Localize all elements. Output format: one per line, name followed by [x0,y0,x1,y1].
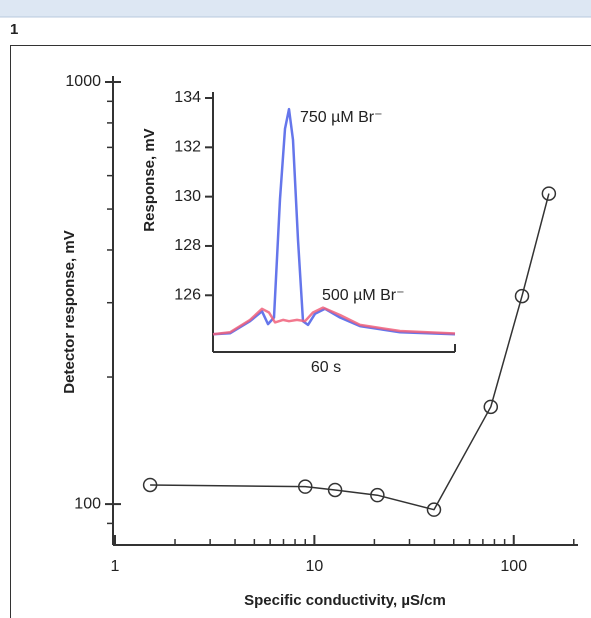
y-tick-label: 1000 [65,73,101,90]
y-tick-label: 126 [174,287,201,304]
x-tick-label: 1 [111,558,120,575]
inset-y-axis-label: Response, mV [141,128,158,231]
data-point [483,399,499,415]
y-axis-label: Detector response, mV [61,230,78,393]
series-label: 500 µM Br⁻ [322,287,405,304]
data-point [541,186,557,201]
x-tick-label: 10 [305,558,323,575]
header-band [0,0,591,17]
data-line [212,107,456,336]
data-point [142,477,158,493]
y-tick-label: 128 [174,237,201,254]
data-point [514,288,530,304]
inset-x-axis-label: 60 s [311,359,341,376]
x-tick-label: 100 [500,558,527,575]
y-tick-label: 134 [174,89,201,106]
data-point [370,487,385,503]
data-point [298,479,313,494]
data-line [212,306,456,336]
y-tick-label: 132 [174,139,201,156]
panel-label: 1 [10,21,18,38]
data-point [327,482,343,498]
data-point [426,502,442,517]
series-label: 750 µM Br⁻ [300,109,383,126]
y-tick-label: 130 [174,188,201,205]
data-line [150,193,550,511]
x-axis-label: Specific conductivity, µS/cm [244,592,446,609]
y-tick-label: 100 [74,495,101,512]
